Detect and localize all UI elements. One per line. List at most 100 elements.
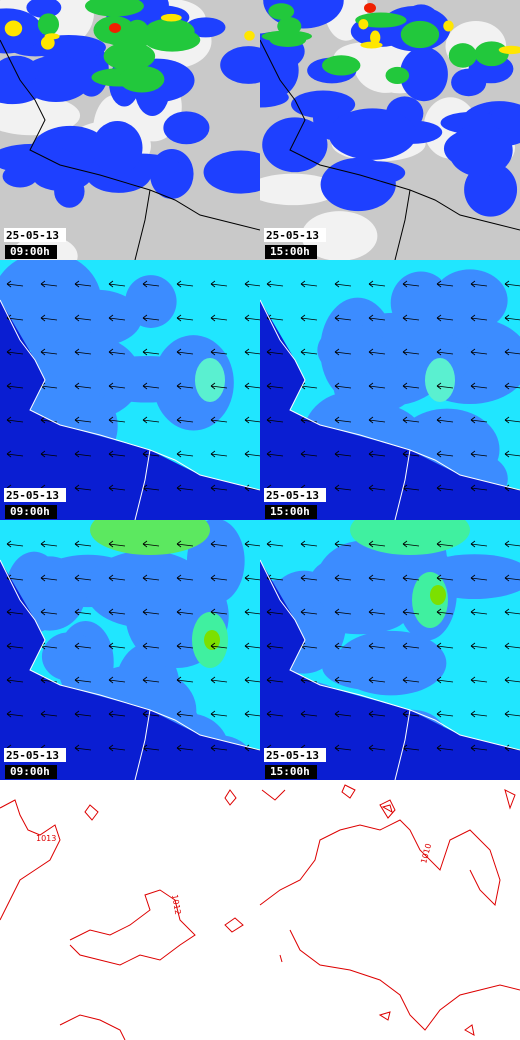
wind-arrow xyxy=(436,676,454,684)
wind-arrow xyxy=(176,314,194,322)
wind-arrow xyxy=(368,744,386,752)
border xyxy=(134,449,151,520)
wind-arrow xyxy=(176,744,194,752)
wind-arrow xyxy=(436,416,454,424)
time-label: 09:00h xyxy=(10,505,50,518)
wind-arrow xyxy=(266,710,284,718)
wind-arrow xyxy=(300,450,318,458)
border xyxy=(394,189,411,260)
rain-light xyxy=(291,90,356,119)
field-mid xyxy=(125,275,177,328)
coastline xyxy=(260,299,520,491)
wind-arrow xyxy=(402,574,420,582)
rain-high xyxy=(160,13,182,22)
field-peak xyxy=(430,585,446,605)
wind-arrow xyxy=(368,484,386,492)
wind-arrow xyxy=(368,450,386,458)
wind-arrow xyxy=(210,574,228,582)
rain-high xyxy=(358,18,369,30)
wind-arrow xyxy=(470,710,488,718)
wind-arrow xyxy=(74,642,92,650)
wind-arrow xyxy=(244,574,260,582)
wind-arrow xyxy=(334,450,352,458)
wind-arrow xyxy=(176,382,194,390)
wind-arrow xyxy=(470,484,488,492)
wind-arrow xyxy=(40,608,58,616)
wind-arrow xyxy=(334,642,352,650)
wind-arrow xyxy=(266,382,284,390)
rain-light xyxy=(203,150,260,194)
wind-arrow xyxy=(368,280,386,288)
wind-arrow xyxy=(6,348,24,356)
rain-light xyxy=(2,164,38,188)
rain-light xyxy=(328,108,417,160)
time-box xyxy=(5,765,57,779)
time-box xyxy=(265,505,317,519)
wind-arrow xyxy=(40,348,58,356)
coastline xyxy=(260,39,520,231)
field-high xyxy=(195,358,225,402)
isobar xyxy=(289,929,520,1031)
wind-arrow xyxy=(142,314,160,322)
wind-arrow xyxy=(108,540,126,548)
rain-high xyxy=(370,30,381,45)
isobar xyxy=(59,1014,126,1040)
wind-arrow xyxy=(142,608,160,616)
wind-arrow xyxy=(142,642,160,650)
wind-arrow xyxy=(300,540,318,548)
wind-arrow xyxy=(368,710,386,718)
rain-high xyxy=(244,30,255,41)
wind-arrow xyxy=(6,676,24,684)
wind-arrow xyxy=(266,540,284,548)
wind-arrow xyxy=(244,676,260,684)
wind-arrow xyxy=(470,608,488,616)
wind-arrow xyxy=(266,642,284,650)
wind-arrow xyxy=(74,710,92,718)
wind-arrow xyxy=(470,574,488,582)
rain-high xyxy=(443,20,454,32)
wind-arrow xyxy=(74,608,92,616)
map-panel: 25-05-13 15:00h xyxy=(260,520,520,780)
wind-arrow xyxy=(142,744,160,752)
date-label: 25-05-13 xyxy=(266,749,319,762)
contour-label: 1012 xyxy=(170,894,182,916)
wind-arrow xyxy=(334,348,352,356)
wind-arrow xyxy=(244,348,260,356)
wind-arrow xyxy=(504,348,520,356)
map-panel: 25-05-13 09:00h xyxy=(0,260,260,520)
rain-light xyxy=(26,0,62,18)
wind-arrow xyxy=(74,280,92,288)
wind-arrow xyxy=(108,710,126,718)
wind-arrow xyxy=(266,348,284,356)
date-label: 25-05-13 xyxy=(266,229,319,242)
wind-arrow xyxy=(74,574,92,582)
wind-arrow xyxy=(368,540,386,548)
wind-arrow xyxy=(368,642,386,650)
date-box xyxy=(264,228,326,242)
wind-arrow xyxy=(436,382,454,390)
wind-arrow xyxy=(436,450,454,458)
rain-mid xyxy=(261,30,312,42)
map-panel: 25-05-13 15:00h xyxy=(260,260,520,520)
rain-light xyxy=(54,174,85,208)
wind-arrow xyxy=(74,744,92,752)
wind-arrow xyxy=(244,450,260,458)
wind-arrow xyxy=(300,314,318,322)
wind-arrow xyxy=(40,540,58,548)
wind-arrow xyxy=(402,710,420,718)
isobar xyxy=(84,789,244,933)
rain-mid xyxy=(322,55,361,76)
wind-arrow xyxy=(436,540,454,548)
wind-arrow xyxy=(40,314,58,322)
wind-arrow xyxy=(74,484,92,492)
wind-arrow xyxy=(210,540,228,548)
field-peak xyxy=(204,630,220,650)
wind-arrow xyxy=(6,280,24,288)
rain-light xyxy=(399,47,448,102)
wind-arrow xyxy=(176,608,194,616)
wind-arrow xyxy=(470,348,488,356)
wind-arrow xyxy=(334,540,352,548)
wind-arrow xyxy=(210,348,228,356)
border xyxy=(134,709,151,780)
date-box xyxy=(4,748,66,762)
